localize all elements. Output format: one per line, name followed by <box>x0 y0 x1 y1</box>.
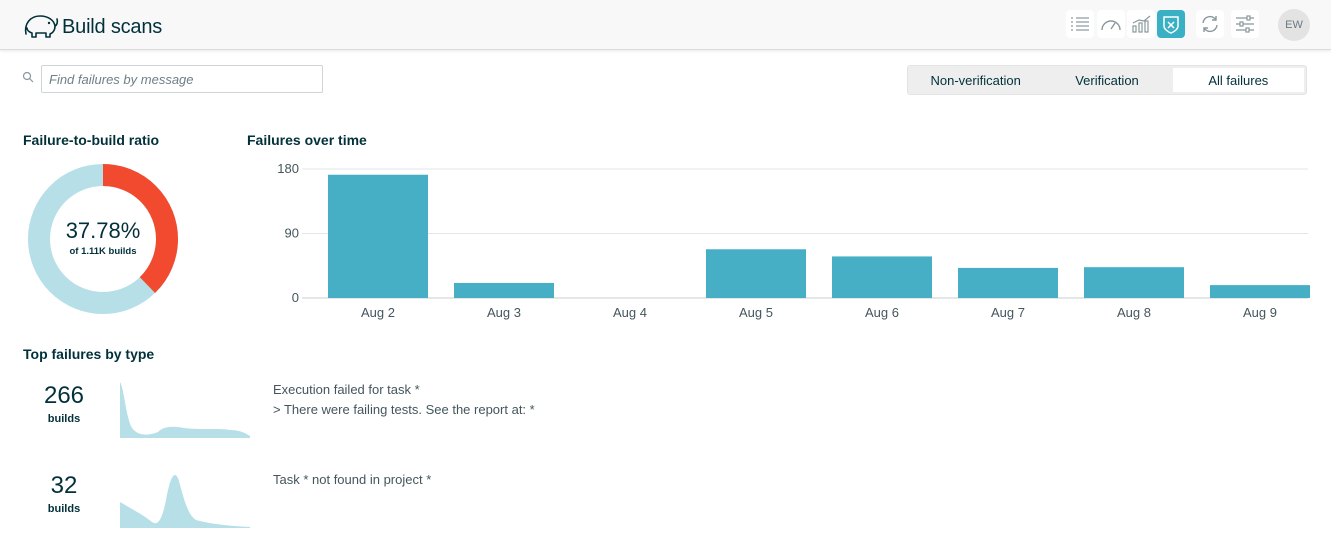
bar <box>454 282 554 298</box>
user-avatar[interactable]: EW <box>1278 9 1310 41</box>
sync-icon[interactable] <box>1196 10 1224 38</box>
x-tick-label: Aug 5 <box>739 305 773 320</box>
tab-verification[interactable]: Verification <box>1075 72 1139 88</box>
failure-sparkline <box>120 474 250 528</box>
ratio-subtitle: of 1.11K builds <box>69 246 136 257</box>
over-time-section-title: Failures over time <box>247 132 367 148</box>
bar <box>328 174 428 298</box>
x-tick-label: Aug 4 <box>613 305 647 320</box>
failure-search-input[interactable] <box>41 65 323 93</box>
failure-message-line: Execution failed for task * <box>273 382 420 397</box>
speedometer-icon[interactable] <box>1097 10 1125 38</box>
failure-sparkline <box>120 382 250 438</box>
donut-failed-segment <box>28 164 178 314</box>
bar <box>832 256 932 298</box>
failures-over-time-chart: 0 90 180 Aug 2 Aug 3 Aug 4 Aug 5 Aug 6 Aug 7 Aug … <box>277 161 1310 320</box>
y-tick-label: 90 <box>285 226 299 241</box>
failure-build-unit: builds <box>47 413 81 425</box>
bar <box>706 249 806 298</box>
app-title: Build scans <box>62 16 163 38</box>
x-tick-label: Aug 6 <box>865 305 899 320</box>
bar <box>1210 285 1310 298</box>
y-tick-label: 180 <box>277 161 299 176</box>
failure-build-unit: builds <box>47 503 81 515</box>
top-failures-section-title: Top failures by type <box>23 346 155 362</box>
failure-message[interactable]: Task * not found in project * <box>273 470 431 490</box>
search-icon <box>22 71 34 83</box>
x-tick-label: Aug 7 <box>991 305 1025 320</box>
failures-shield-icon[interactable] <box>1157 10 1185 38</box>
settings-sliders-icon[interactable] <box>1231 10 1259 38</box>
x-tick-label: Aug 8 <box>1117 305 1151 320</box>
bar <box>1084 267 1184 298</box>
failure-message-line: Task * not found in project * <box>273 472 432 487</box>
failure-build-count: 266 <box>43 382 85 409</box>
x-tick-label: Aug 3 <box>487 305 521 320</box>
ratio-section-title: Failure-to-build ratio <box>23 132 160 148</box>
ratio-percent: 37.78% <box>66 218 141 243</box>
failure-build-count: 32 <box>50 472 78 499</box>
list-icon[interactable] <box>1066 10 1094 38</box>
failure-type-filter: Non-verification Verification All failur… <box>907 65 1307 95</box>
trends-icon[interactable] <box>1127 10 1155 38</box>
x-tick-label: Aug 9 <box>1243 305 1277 320</box>
bar <box>958 267 1058 298</box>
gradle-elephant-logo-icon[interactable] <box>22 10 60 40</box>
failure-message-line: > There were failing tests. See the repo… <box>273 402 535 417</box>
top-bar: Build scans EW <box>0 0 1331 50</box>
y-tick-label: 0 <box>292 290 299 305</box>
failure-ratio-donut: 37.78% of 1.11K builds <box>28 164 178 314</box>
failure-message[interactable]: Execution failed for task * > There were… <box>273 380 535 420</box>
x-tick-label: Aug 2 <box>361 305 395 320</box>
tab-non-verification[interactable]: Non-verification <box>930 72 1021 88</box>
tab-all-failures[interactable]: All failures <box>1172 68 1304 92</box>
